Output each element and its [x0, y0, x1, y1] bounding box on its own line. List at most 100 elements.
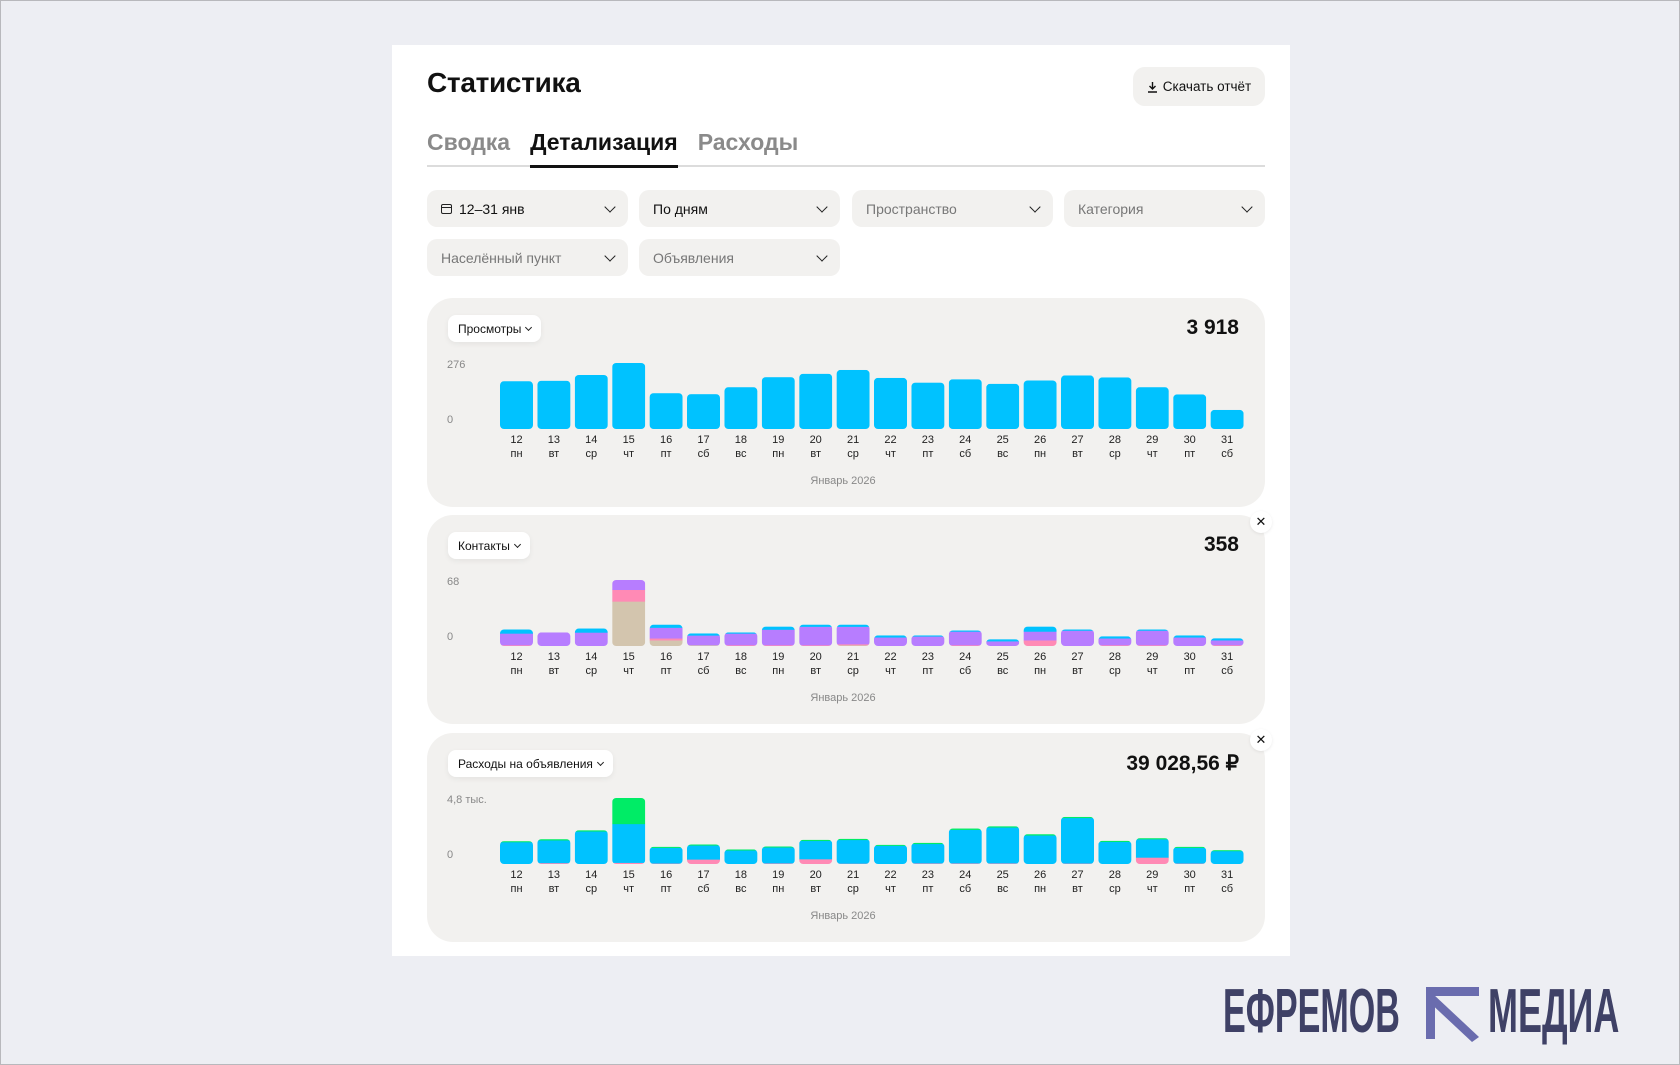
metric-select-views[interactable]: Просмотры	[448, 315, 542, 342]
metric-select-contacts[interactable]: Контакты	[448, 532, 530, 559]
bar-20[interactable]	[799, 373, 833, 430]
bar-16[interactable]	[649, 624, 683, 647]
bar-27[interactable]	[1061, 629, 1094, 647]
bar-segment-cyan	[836, 839, 870, 864]
bar-24[interactable]	[948, 630, 982, 646]
bar-31[interactable]	[1210, 638, 1244, 646]
y-axis-zero-label: 0	[447, 849, 453, 861]
bar-segment-pink	[1135, 857, 1169, 865]
bar-15[interactable]	[612, 580, 646, 646]
bar-12[interactable]	[500, 841, 533, 864]
bar-21[interactable]	[836, 624, 870, 647]
bar-27[interactable]	[1061, 375, 1094, 429]
bar-segment-purple	[836, 626, 870, 645]
x-tick-weekday: чт	[1147, 665, 1158, 677]
bar-19[interactable]	[761, 626, 795, 647]
bar-segment-pink	[911, 863, 945, 864]
bar-31[interactable]	[1210, 850, 1244, 864]
bar-23[interactable]	[911, 382, 945, 430]
bar-16[interactable]	[649, 846, 683, 865]
close-expenses-chart-button[interactable]: ✕	[1250, 729, 1272, 751]
bar-22[interactable]	[874, 635, 907, 647]
download-report-button[interactable]: Скачать отчёт	[1133, 67, 1265, 106]
bar-17[interactable]	[687, 394, 720, 430]
x-tick-weekday: сб	[1221, 883, 1233, 895]
bar-20[interactable]	[799, 839, 833, 865]
bar-16[interactable]	[649, 393, 683, 429]
bar-31[interactable]	[1210, 409, 1244, 430]
bar-30[interactable]	[1173, 846, 1207, 865]
bar-23[interactable]	[911, 842, 945, 865]
bar-14[interactable]	[574, 830, 608, 864]
grouping-select[interactable]: По дням	[639, 190, 840, 227]
bar-23[interactable]	[911, 635, 945, 647]
category-select[interactable]: Категория	[1064, 190, 1265, 227]
bar-segment-cyan	[1135, 839, 1169, 858]
bar-26[interactable]	[1023, 626, 1057, 647]
locality-select[interactable]: Населённый пункт	[427, 239, 628, 276]
bar-28[interactable]	[1098, 636, 1132, 647]
bar-25[interactable]	[986, 639, 1020, 646]
metric-select-expenses[interactable]: Расходы на объявления	[448, 750, 613, 777]
space-select[interactable]: Пространство	[852, 190, 1053, 227]
bar-13[interactable]	[537, 632, 571, 647]
bar-17[interactable]	[687, 844, 720, 865]
bar-14[interactable]	[574, 628, 608, 647]
bar-30[interactable]	[1173, 394, 1207, 429]
x-tick-weekday: вс	[997, 448, 1009, 460]
x-tick-weekday: чт	[885, 448, 896, 460]
bar-12[interactable]	[500, 629, 533, 647]
bar-27[interactable]	[1061, 816, 1094, 864]
date-range-select[interactable]: 12–31 янв	[427, 190, 628, 227]
bar-segment-green	[874, 844, 907, 846]
tab-expenses[interactable]: Расходы	[697, 129, 799, 155]
x-tick-weekday: пт	[1184, 883, 1195, 895]
bar-18[interactable]	[724, 849, 758, 865]
bar-18[interactable]	[724, 387, 758, 429]
bar-29[interactable]	[1135, 629, 1169, 647]
bar-17[interactable]	[687, 633, 720, 647]
bar-24[interactable]	[948, 379, 982, 430]
bar-13[interactable]	[537, 839, 571, 864]
bar-29[interactable]	[1135, 838, 1169, 865]
total-value: 358	[1203, 533, 1239, 556]
bar-29[interactable]	[1135, 387, 1169, 429]
bar-25[interactable]	[986, 826, 1020, 865]
x-tick-day: 28	[1109, 869, 1121, 881]
bar-18[interactable]	[724, 632, 758, 647]
total-value: 39 028,56 ₽	[1126, 752, 1239, 775]
x-tick-weekday: ср	[585, 448, 597, 460]
bar-30[interactable]	[1173, 635, 1207, 647]
bar-24[interactable]	[948, 828, 982, 865]
bar-19[interactable]	[761, 377, 795, 429]
bar-12[interactable]	[500, 381, 533, 429]
bar-15[interactable]	[612, 798, 646, 864]
bar-segment-cyan	[1173, 394, 1207, 429]
bar-26[interactable]	[1023, 834, 1057, 864]
bar-22[interactable]	[874, 377, 907, 429]
bar-20[interactable]	[799, 624, 833, 647]
bar-25[interactable]	[986, 383, 1020, 429]
bar-28[interactable]	[1098, 377, 1132, 429]
views-chart: 276 0 12 пн 13 вт 14 ср 15 чт 16 пт 17 сб 18 вс 19 пн 20 вт…	[447, 359, 1244, 487]
bar-14[interactable]	[574, 374, 608, 429]
bar-21[interactable]	[836, 838, 870, 864]
bar-segment-cyan	[986, 639, 1020, 642]
filter-value: По дням	[653, 200, 708, 217]
bar-19[interactable]	[761, 846, 795, 865]
ads-select[interactable]: Объявления	[639, 239, 840, 276]
tab-details[interactable]: Детализация	[530, 125, 678, 168]
x-tick-weekday: чт	[885, 665, 896, 677]
bar-21[interactable]	[836, 369, 870, 429]
bar-15[interactable]	[612, 363, 646, 429]
x-tick-day: 28	[1109, 434, 1121, 446]
bar-13[interactable]	[537, 380, 571, 430]
tab-summary[interactable]: Сводка	[427, 129, 511, 155]
bar-segment-pink	[1210, 645, 1244, 646]
bar-28[interactable]	[1098, 840, 1132, 864]
bar-26[interactable]	[1023, 380, 1057, 429]
close-contacts-chart-button[interactable]: ✕	[1250, 511, 1272, 533]
x-tick-weekday: вт	[810, 883, 821, 895]
x-tick-weekday: вт	[549, 448, 560, 460]
bar-22[interactable]	[874, 844, 907, 865]
